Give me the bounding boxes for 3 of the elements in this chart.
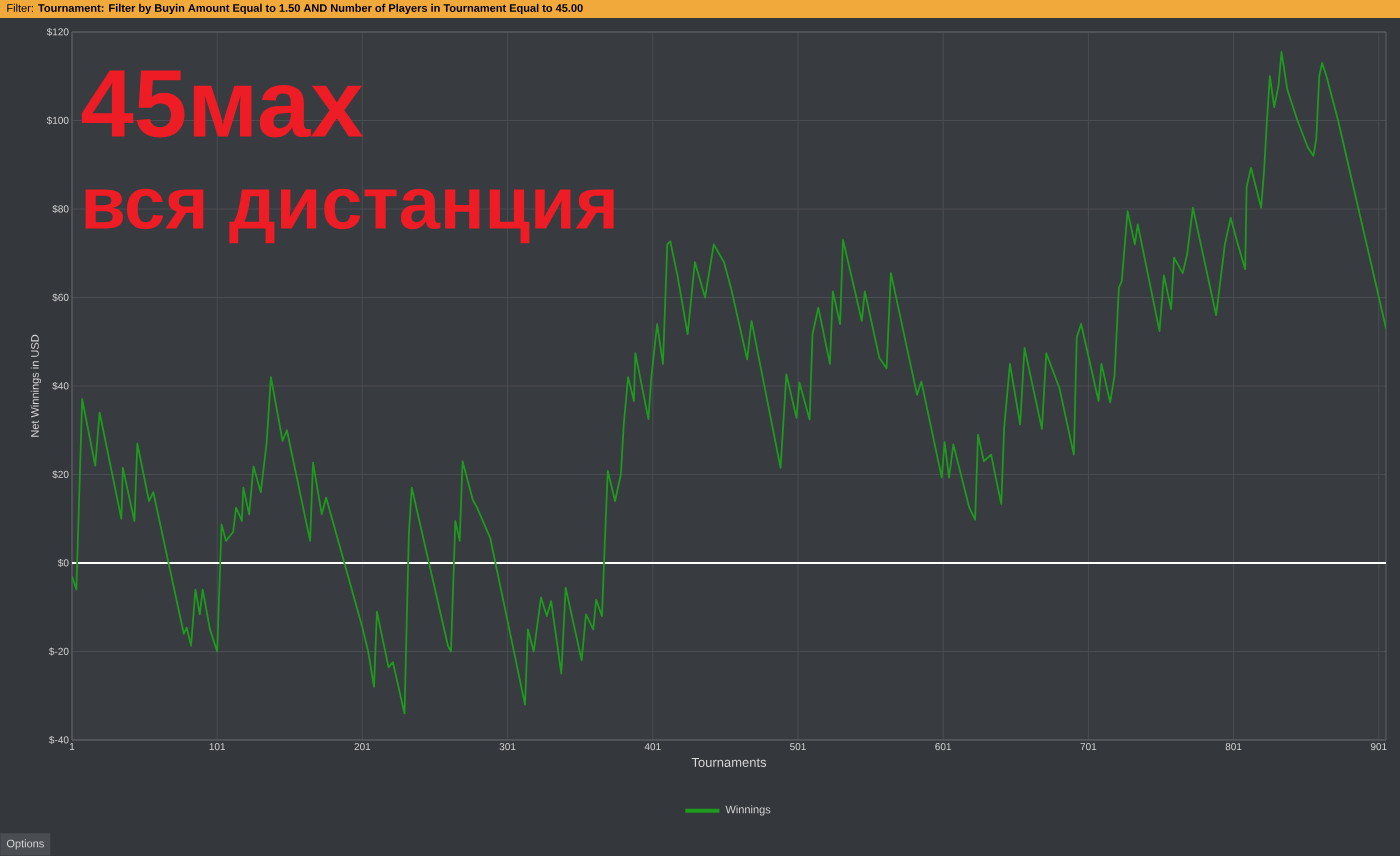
annotation: 45мах	[81, 70, 364, 138]
line-series	[72, 51, 1387, 715]
annotation: вся дистанция	[85, 188, 614, 244]
